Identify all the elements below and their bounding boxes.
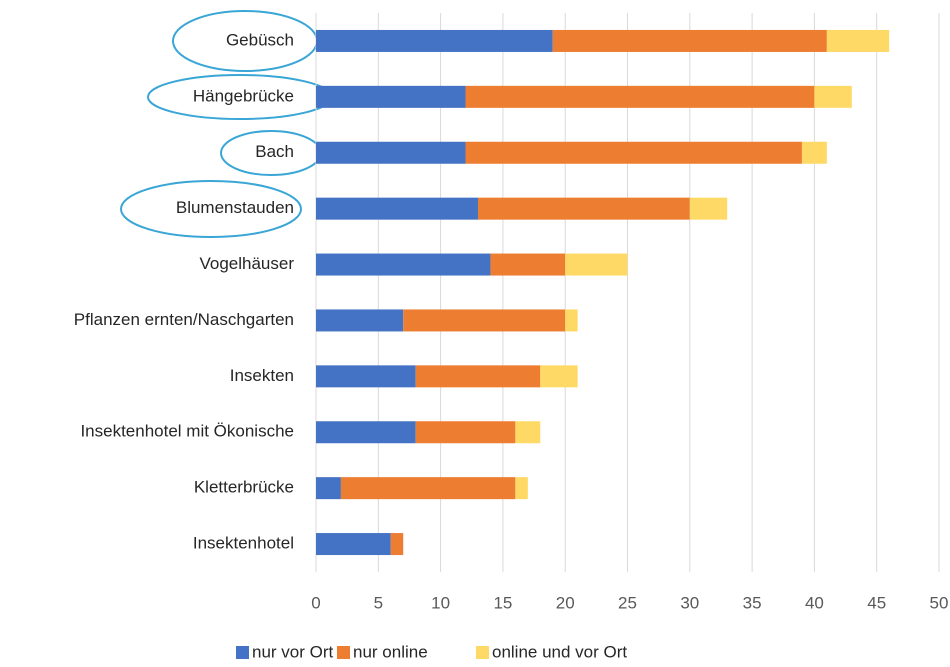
legend-label: nur vor Ort bbox=[252, 642, 334, 661]
x-tick-label: 50 bbox=[930, 593, 949, 612]
bar-segment bbox=[814, 85, 852, 108]
bar-segment bbox=[540, 365, 578, 388]
y-tick-label: Blumenstauden bbox=[176, 198, 294, 217]
bar-segment bbox=[515, 421, 541, 444]
bar-segment bbox=[826, 29, 890, 52]
bar-segment bbox=[316, 253, 491, 276]
bar-segment bbox=[316, 141, 466, 164]
bar-segment bbox=[552, 29, 827, 52]
x-tick-label: 30 bbox=[680, 593, 699, 612]
bar-segment bbox=[316, 309, 404, 332]
x-tick-label: 10 bbox=[431, 593, 450, 612]
bar-segment bbox=[340, 477, 516, 500]
bar-segment bbox=[515, 477, 528, 500]
y-tick-label: Insektenhotel bbox=[193, 534, 294, 553]
bar-segment bbox=[415, 365, 541, 388]
bar-segment bbox=[403, 309, 566, 332]
x-tick-label: 0 bbox=[311, 593, 320, 612]
y-tick-label: Insekten bbox=[230, 366, 294, 385]
bar-segment bbox=[490, 253, 566, 276]
x-tick-label: 25 bbox=[618, 593, 637, 612]
bar-segment bbox=[465, 85, 815, 108]
bar-segment bbox=[689, 197, 728, 220]
legend-swatch bbox=[476, 646, 489, 659]
bar-segment bbox=[316, 197, 478, 220]
x-tick-label: 5 bbox=[374, 593, 383, 612]
x-tick-label: 45 bbox=[867, 593, 886, 612]
bar-segment bbox=[390, 533, 404, 556]
bar-segment bbox=[316, 421, 416, 444]
y-tick-label: Bach bbox=[255, 142, 294, 161]
bar-segment bbox=[465, 141, 802, 164]
bar-segment bbox=[801, 141, 827, 164]
bar-segment bbox=[316, 477, 341, 500]
bar-segment bbox=[565, 309, 578, 332]
bar-segment bbox=[477, 197, 690, 220]
y-tick-label: Vogelhäuser bbox=[199, 254, 294, 273]
legend-swatch bbox=[236, 646, 249, 659]
y-tick-label: Pflanzen ernten/Naschgarten bbox=[74, 310, 294, 329]
x-tick-label: 15 bbox=[493, 593, 512, 612]
bar-segment bbox=[565, 253, 628, 276]
x-tick-label: 20 bbox=[556, 593, 575, 612]
bar-segment bbox=[415, 421, 516, 444]
bar-segment bbox=[316, 85, 466, 108]
legend-label: online und vor Ort bbox=[492, 642, 627, 661]
y-tick-label: Kletterbrücke bbox=[194, 478, 294, 497]
y-tick-label: Hängebrücke bbox=[193, 86, 294, 105]
bar-segment bbox=[316, 365, 416, 388]
y-tick-label: Gebüsch bbox=[226, 30, 294, 49]
bar-segment bbox=[316, 533, 391, 556]
legend-swatch bbox=[337, 646, 350, 659]
y-tick-label: Insektenhotel mit Ökonische bbox=[80, 422, 294, 441]
highlight-ellipse bbox=[120, 180, 302, 238]
x-tick-label: 40 bbox=[805, 593, 824, 612]
legend-label: nur online bbox=[353, 642, 428, 661]
x-tick-label: 35 bbox=[743, 593, 762, 612]
bar-segment bbox=[316, 29, 553, 52]
